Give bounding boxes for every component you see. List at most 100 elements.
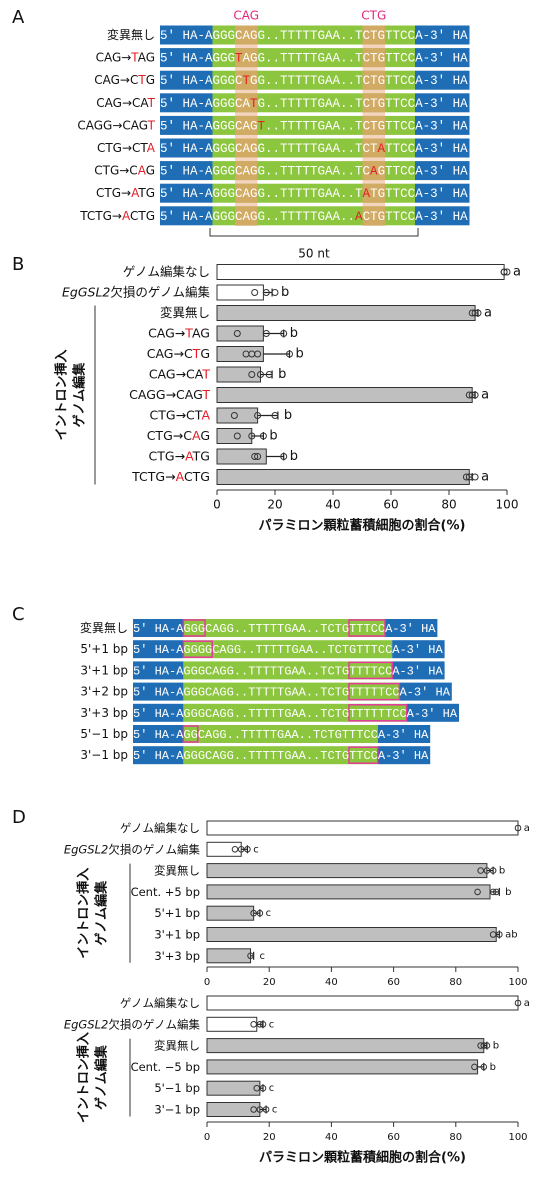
label-part: T [184,325,193,340]
x-tick-label: 80 [449,977,462,988]
sequence: 5' HA-AGGGCAGG..TTTTTGAA..ACTGTTCCA-3' H… [160,210,468,224]
insert-text: GGG [213,52,236,66]
row-label: CTG→ATG [96,186,155,200]
label-part: CAGG→CAG [129,387,202,402]
data-point [480,1042,488,1049]
bar [216,284,264,301]
flank-text: 5' HA-A [160,120,213,134]
flank-text: 5' HA-A [160,210,213,224]
sequence: 5' HA-AGGGCAGT..TTTTTGAA..TCTGTTCCA-3' H… [160,120,468,134]
sequence: 5' HA-AGGGCAGG..TTTTTGAA..TCTGTTTCCA-3' … [133,622,436,636]
significance-letter: b [290,326,298,341]
insert-region [183,640,393,659]
flank-text: A-3' HA [378,728,429,742]
site-box [182,640,213,658]
x-tick-label: 60 [387,977,400,988]
significance-letter: a [484,306,492,321]
bar [206,884,491,900]
label-part: AG [138,50,155,64]
insert-region [183,682,400,701]
sequence: 5' HA-AGGGGCAGG..TTTTTGAA..TCTGTTTCCA-3'… [133,643,443,657]
category-label: ゲノム編集なし [120,996,200,1010]
category-label: 3'+1 bp [154,927,200,941]
data-point [489,867,497,874]
category-label: ゲノム編集なし [123,264,210,279]
bar [216,305,476,321]
data-point [254,412,262,419]
flank-right [377,725,431,743]
flank-text: 5' HA-A [133,686,184,700]
label-part: TCTG→ [79,208,122,222]
label-part: T [147,95,156,109]
data-point [471,1063,478,1071]
data-point [257,371,264,378]
x-tick-label: 60 [383,498,398,512]
insert-region [183,619,385,637]
data-point [254,453,262,460]
x-tick-label: 80 [441,498,456,512]
label-part: TG [137,186,155,200]
category-label: 3'−1 bp [154,1102,200,1116]
group-label: ゲノム編集 [94,1044,110,1110]
flank-text: 5' HA-A [160,52,213,66]
flank-text: A-3' HA [415,29,468,43]
insert-text: T [250,97,258,111]
sequence: 5' HA-AGGGCTGG..TTTTTGAA..TCTGTTCCA-3' H… [160,74,468,88]
highlight-column [235,206,258,226]
insert-text: GGGCAGG..TTTTTGAA..TCTG [183,686,349,700]
category-label: 3'+3 bp [154,948,200,962]
flank-text: A-3' HA [378,749,429,763]
site-box [348,661,393,680]
flank-left [133,703,184,722]
category-label: EgGSL2欠損のゲノム編集 [62,284,211,299]
insert-region [183,725,378,743]
label-part: A [176,469,185,484]
flank-text: A-3' HA [399,686,450,700]
panel-label: A [12,7,25,28]
row-label: CAGG→CAGT [77,118,155,132]
label-part: 5'−1 bp [80,727,128,741]
bar [206,905,255,921]
flank-text: 5' HA-A [133,622,184,636]
insert-text: GGGG [183,643,212,657]
row-label: CAG→CAT [96,95,155,109]
label-part: A [147,141,156,155]
label-part: T [147,118,156,132]
label-part: CAG→ [148,325,185,340]
significance-letter: ab [505,930,517,941]
data-point [271,289,279,296]
insert-text: GGGCAGG..TTTTTGAA..T [213,187,364,201]
insert-text: TTCC [349,749,378,763]
insert-text: GGGCAG [213,120,258,134]
label-part: Cent. −5 bp [131,1059,200,1073]
data-point [492,888,500,896]
data-point [256,1021,264,1028]
row-label: 3'−1 bp [80,748,128,762]
insert-region [183,661,393,680]
panel-label: D [12,807,26,828]
sequence: 5' HA-AGGGCAGG..TTTTTGAA..TCTGTTTTTCCA-3… [133,686,451,700]
category-label: EgGSL2欠損のゲノム編集 [64,1017,201,1031]
sequence: 5' HA-AGGGCAGG..TTTTTGAA..TCAGTTCCA-3' H… [160,165,468,179]
significance-letter: c [269,1083,275,1094]
insert-text: CAGG..TTTTTGAA..TCTG [205,622,349,636]
group-label: イントロン挿入 [76,1032,92,1123]
significance-letter: c [272,1105,278,1116]
category-label: EgGSL2欠損のゲノム編集 [64,842,201,856]
flank-text: 5' HA-A [160,165,213,179]
significance-letter: c [259,951,265,962]
insert-text: GGGCAGG..TTTTTGAA.. [213,210,356,224]
bar [216,366,261,383]
label-part: CTG→CT [97,141,148,155]
highlight-column [235,161,258,181]
insert-text: GGGCAGG..TTTTTGAA..TCTG [183,707,349,721]
category-label: Cent. +5 bp [131,884,200,898]
flank-text: A-3' HA [415,52,468,66]
label-part: CAG→CA [149,366,204,381]
label-part: G [200,346,210,361]
x-tick-label: 60 [387,1132,400,1143]
flank-right [415,25,470,45]
label-part: T [192,346,201,361]
flank-text: A-3' HA [392,665,443,679]
bar [206,1038,485,1054]
